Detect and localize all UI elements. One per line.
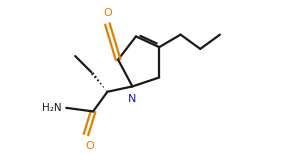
Text: N: N xyxy=(128,94,137,104)
Text: O: O xyxy=(85,141,94,151)
Text: H₂N: H₂N xyxy=(42,103,62,113)
Text: O: O xyxy=(103,8,112,18)
